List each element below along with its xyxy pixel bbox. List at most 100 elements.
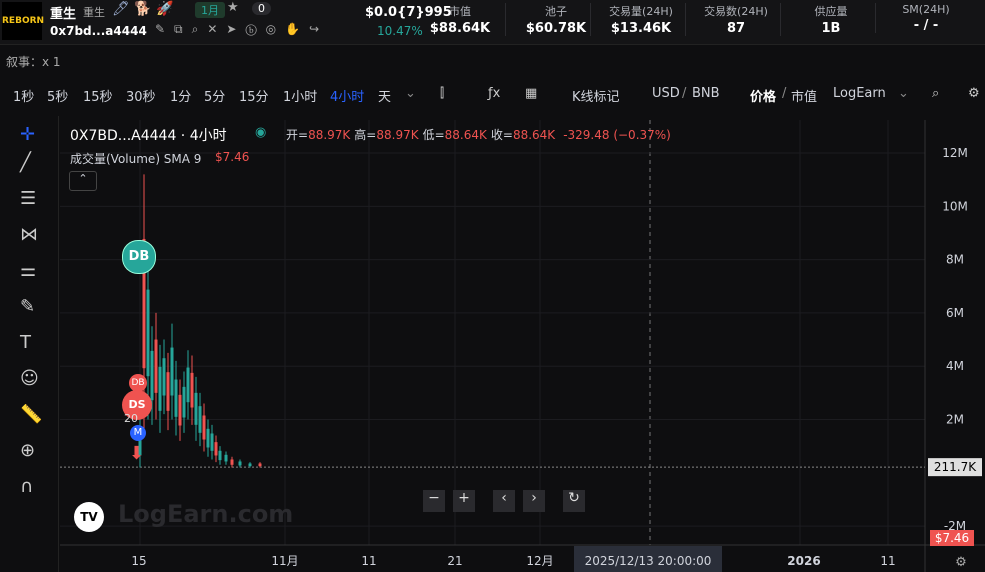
candle-icon[interactable]: ⫿ (440, 86, 445, 101)
star[interactable]: ★ (227, 0, 239, 15)
icons: 🖊 🐕 🚀 (112, 1, 174, 17)
search-icon[interactable]: ⌕ (932, 86, 940, 101)
ohlc-label: 收= (490, 128, 513, 142)
candle-body (238, 461, 242, 466)
price: $0.0{7}995 (365, 5, 452, 20)
stat-value: $88.64K (429, 21, 491, 36)
x-tick-label: 11 (361, 554, 376, 568)
interval[interactable]: 天 (378, 90, 392, 105)
crosshair-tool[interactable]: ✛ (20, 124, 36, 145)
ohlc-value: 88.97K (376, 128, 419, 142)
interval[interactable]: 5分 (204, 90, 226, 105)
age-badge: 1月 (195, 2, 225, 18)
interval[interactable]: 1秒 (13, 90, 35, 105)
x-tick-label: 2025/12/13 20:00:00 (585, 554, 712, 568)
layout-icon[interactable]: ▦ (525, 86, 538, 101)
y-tick-label: 10M (942, 199, 968, 213)
token-alias: 重生 (83, 6, 105, 19)
stat: 供应量 1B (780, 3, 881, 36)
stat: 交易量(24H) $13.46K (590, 3, 691, 36)
marker-arrow: ⬇ (129, 443, 145, 464)
social-icons[interactable]: ✎⧉⌕✕➤ⓑ◎✋↪ (155, 22, 329, 36)
tool-column: ✛ ╱ ☰ ⋈ ⚌ ✎ T ☺ 📏 ⊕ ∩ (0, 116, 59, 572)
legend-dot: ◉ (255, 125, 267, 140)
drawing-tools[interactable]: ╱ ☰ ⋈ ⚌ ✎ T ☺ 📏 ⊕ ∩ (20, 152, 43, 497)
x-tick-label: 11月 (271, 554, 298, 568)
y-tick-label: 8M (946, 253, 964, 267)
dropdown[interactable]: ⌄ (898, 86, 909, 101)
interval[interactable]: 1小时 (283, 90, 318, 105)
interval[interactable]: 1分 (170, 90, 192, 105)
ohlc-label: 低= (422, 128, 445, 142)
current-price-tag (928, 458, 982, 477)
ohlc-value: 88.97K (308, 128, 351, 142)
stat-value: 1B (821, 21, 841, 36)
stat-value: $60.78K (525, 21, 587, 36)
interval[interactable]: 15分 (239, 90, 269, 105)
candle-body (146, 289, 150, 377)
stat-label: 交易数(24H) (704, 5, 768, 18)
collapse-button[interactable]: ⌃ (69, 171, 97, 191)
candle-body (166, 372, 170, 411)
volume-label: 成交量(Volume) SMA 9 (70, 152, 202, 166)
marker-ds[interactable]: DS (122, 390, 152, 420)
x-tick-label: 11 (880, 554, 895, 568)
marker-db[interactable]: DB (129, 374, 147, 392)
currency-usd[interactable]: USD (652, 86, 680, 101)
token-name: 重生 (50, 7, 77, 22)
stat-value: - / - (913, 18, 939, 33)
stat: 交易数(24H) 87 (685, 3, 786, 36)
header: REBORN 重生 重生 🖊 🐕 🚀 1月 ★ 0 0x7bd...a4444 … (0, 0, 985, 45)
axis-settings[interactable]: ⚙ (955, 555, 967, 570)
dropdown[interactable]: ⌄ (405, 86, 416, 101)
interval[interactable]: 4小时 (330, 90, 365, 105)
candle-body (150, 350, 154, 401)
count-badge: 0 (252, 2, 271, 15)
interval[interactable]: 30秒 (126, 90, 156, 105)
logo: REBORN (2, 2, 44, 40)
candle-body (248, 463, 252, 467)
legend-symbol: 0X7BD...A4444 · 4小时 (70, 128, 227, 144)
interval[interactable]: 5秒 (47, 90, 69, 105)
tv-logo: TV (74, 502, 104, 532)
x-tick-label: 2026 (787, 554, 820, 568)
marker-db[interactable]: DB (122, 240, 156, 274)
currency-bnb[interactable]: BNB (692, 86, 720, 101)
candle-body (190, 372, 194, 408)
x-tick-label: 15 (131, 554, 146, 568)
kline-mark[interactable]: K线标记 (572, 90, 620, 105)
volume-tag-label: $7.46 (935, 531, 969, 545)
candle-body (258, 463, 262, 467)
stat: 池子 $60.78K (505, 3, 606, 36)
brand[interactable]: LogEarn (833, 86, 886, 101)
zoom-controls[interactable]: − + ‹ › ↻ (423, 490, 585, 512)
candle-body (202, 415, 206, 440)
candle-body (154, 339, 158, 393)
candle-body (198, 406, 202, 433)
candle-body (214, 442, 218, 456)
stat-value: 87 (726, 21, 746, 36)
settings-icon[interactable]: ⚙ (968, 86, 980, 101)
candle-body (174, 379, 178, 417)
stat-label: SM(24H) (902, 3, 950, 16)
candle-body (224, 454, 228, 462)
crosshair-date-tag (574, 546, 722, 572)
marker-m[interactable]: M (130, 425, 146, 441)
stat-label: 供应量 (814, 5, 848, 18)
y-tick-label: 4M (946, 359, 964, 373)
y-tick-label: 6M (946, 306, 964, 320)
ohlc-label: 高= (354, 128, 377, 142)
legend-ohlc: 开=88.97K 高=88.97K 低=88.64K 收=88.64K -329.48 … (286, 126, 671, 143)
watermark: LogEarn.com (118, 500, 294, 528)
interval[interactable]: 15秒 (83, 90, 113, 105)
mode-mcap[interactable]: 市值 (791, 90, 818, 105)
price-change: 10.47% (377, 24, 423, 38)
candle-body (218, 450, 222, 461)
fx-icon[interactable]: ƒx (488, 86, 501, 101)
candle-body (186, 367, 190, 403)
mode-price[interactable]: 价格 (750, 90, 777, 105)
current-price-label: 211.7K (934, 460, 977, 474)
address[interactable]: 0x7bd...a4444 (50, 24, 147, 38)
